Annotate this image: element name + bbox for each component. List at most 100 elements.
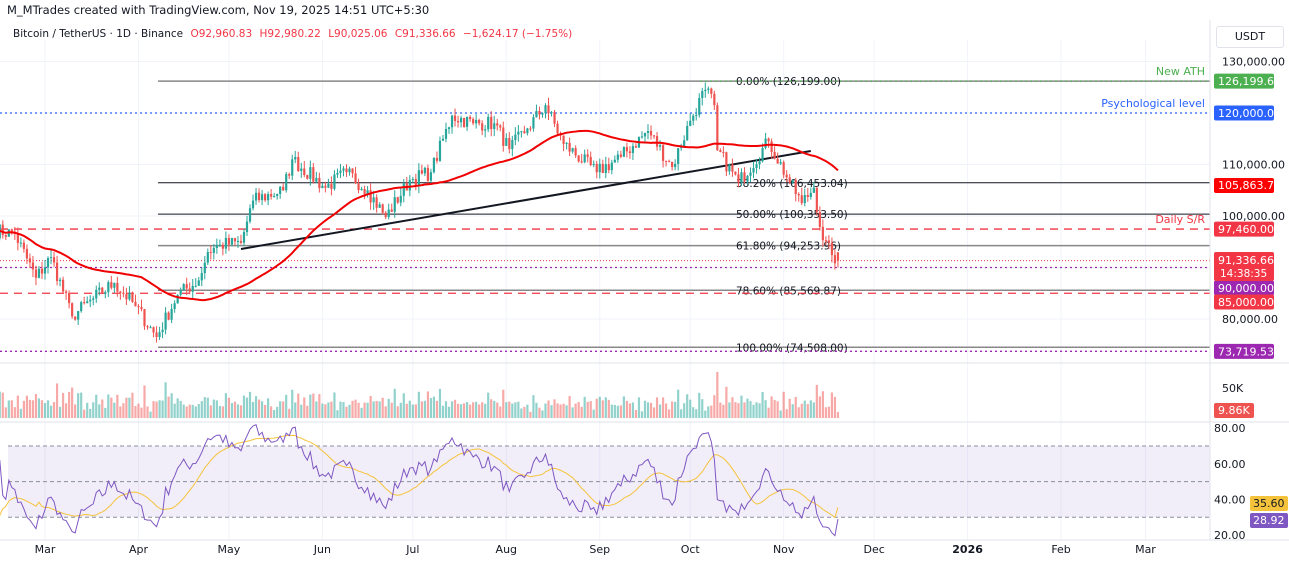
candle-body [740,172,743,183]
volume-bar [80,392,83,418]
volume-bar [652,407,656,418]
candle [176,294,179,304]
candle-body [330,184,333,189]
candle [4,234,7,240]
candle-body [643,132,647,137]
candle-body [652,135,656,137]
volume-bar [125,397,128,418]
candle-body [728,164,731,172]
candle [556,120,559,135]
time-tick-label: May [218,543,241,556]
candle-body [384,212,387,218]
candle-body [74,316,77,320]
volume-bar [553,399,556,418]
volume-bar [200,401,203,418]
candle [583,149,586,164]
volume-bar [402,393,405,418]
volume-bar [818,396,821,418]
candle-body [303,168,306,176]
candle-body [402,183,405,196]
low-value: L90,025.06 [328,28,388,40]
candle-body [631,146,635,154]
drawing-lines: 0.00% (126,199.00) 38.20% (106,453.04) 50.… [0,65,1210,354]
volume-bar [836,412,840,418]
candle-body [143,309,146,327]
candle-body [610,162,613,171]
candle [532,114,535,132]
candle [245,215,249,236]
candle [565,142,568,150]
candle [68,290,71,309]
volume-bar [411,404,414,418]
axes[interactable]: Mar Apr May Jun Jul Aug Sep Oct Nov Dec 2026 Feb Mar… [35,56,1285,556]
volume-bar [462,403,466,418]
rsi-tick-label: 80.00 [1214,422,1246,435]
candle-body [447,127,451,130]
volume-bar [25,395,29,418]
candle-body [481,123,484,131]
candle [378,202,381,209]
candle [453,108,457,127]
volume-bar [71,387,74,418]
volume-bar [0,391,1,418]
volume-bar [16,395,19,418]
volume-bar [824,407,827,418]
time-tick-label: Aug [496,543,517,556]
volume-bar [571,407,574,418]
candle [279,186,282,199]
candle-body [221,244,224,249]
volume-bar [526,404,529,418]
candle-body [628,151,632,154]
volume-bar [297,393,300,418]
candle-body [369,190,372,203]
volume-bar [607,399,610,418]
candle-body [61,279,65,292]
volume-bar [182,404,185,418]
candle [562,135,565,152]
candle [447,126,451,134]
candle [294,150,297,164]
currency-button[interactable]: USDT [1216,26,1284,48]
volume-bar [830,392,834,418]
candle-body [101,287,104,294]
symbol-title[interactable]: Bitcoin / TetherUS · 1D · Binance [13,28,184,40]
volume-bar [360,407,363,418]
candle [113,282,116,294]
volume-bar [417,391,420,418]
volume-bar [743,402,746,418]
candle-body [113,282,116,288]
candle [351,168,354,178]
volume-bar [288,408,291,418]
volume-bar [19,408,22,418]
candle-body [830,242,834,256]
candle-body [420,170,423,174]
candle-body [616,154,619,160]
candle [384,211,387,220]
volume-bar [348,404,351,418]
candle [125,287,128,305]
candle-body [815,187,818,212]
candle [589,151,592,167]
level-name: Psychological level [1101,97,1205,110]
volume-bars [0,371,840,418]
volume-bar [435,400,439,418]
candle-body [339,170,342,173]
candle-body [661,145,665,161]
volume-bar [306,405,309,418]
volume-bar [423,400,426,418]
volume-bar [366,402,369,418]
candle [236,236,240,248]
candle-body [505,137,508,146]
candle [387,203,390,220]
candle-body [245,221,249,232]
volume-bar [541,410,544,418]
candle-body [450,115,454,128]
volume-bar [523,406,526,418]
volume-bar [432,396,436,418]
volume-bar [767,407,770,418]
candle-body [354,173,357,184]
candle [529,126,532,132]
candle-body [16,234,19,243]
volume-bar [646,402,650,418]
